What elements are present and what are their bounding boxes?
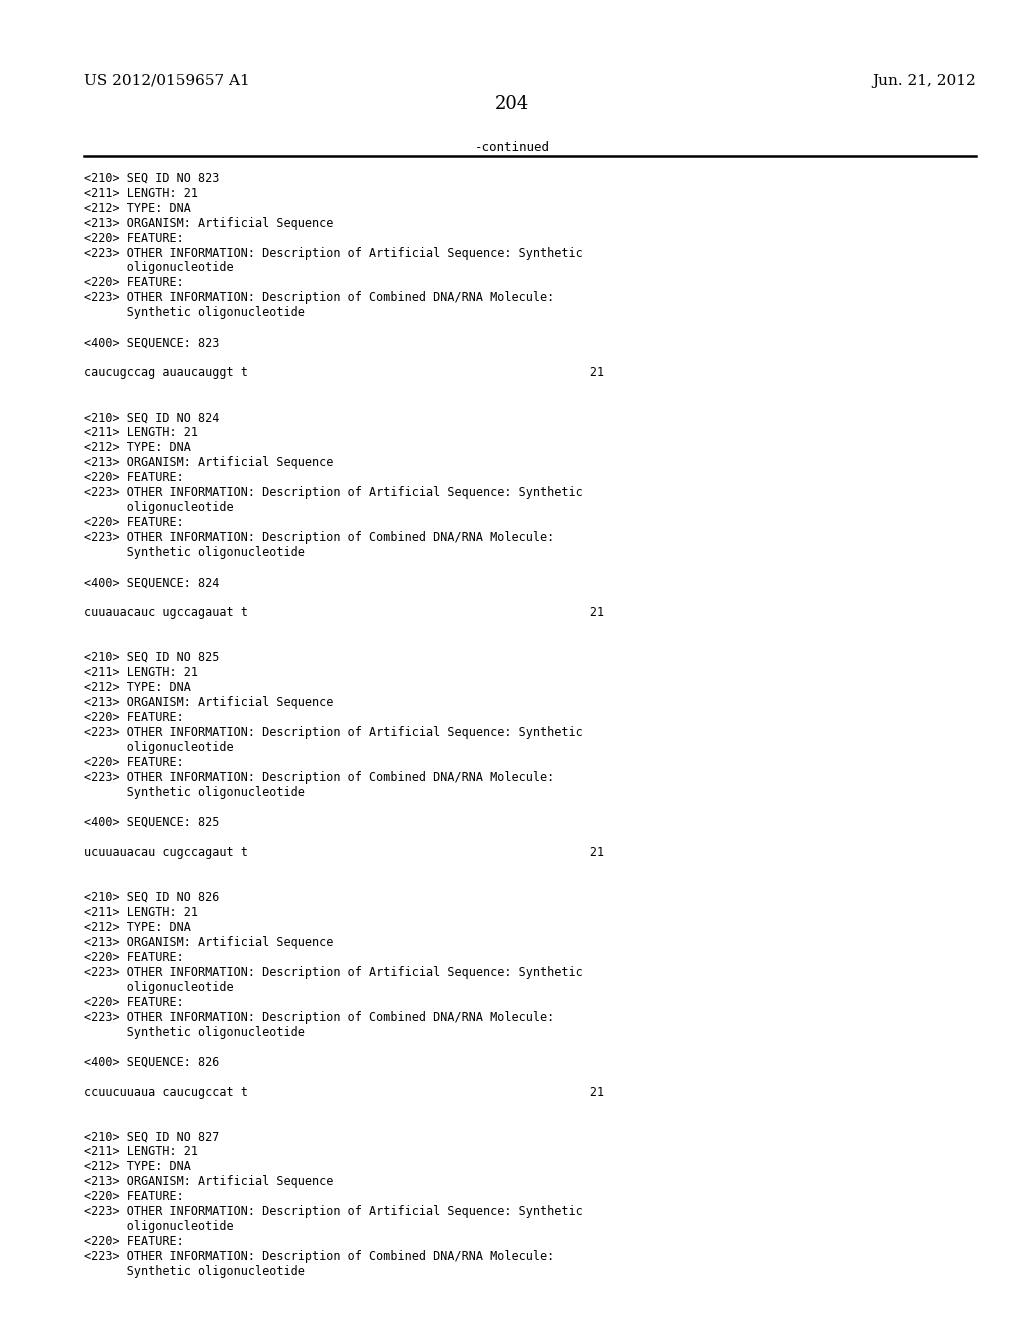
Text: Synthetic oligonucleotide: Synthetic oligonucleotide — [84, 306, 305, 319]
Text: <212> TYPE: DNA: <212> TYPE: DNA — [84, 441, 190, 454]
Text: <213> ORGANISM: Artificial Sequence: <213> ORGANISM: Artificial Sequence — [84, 457, 334, 469]
Text: oligonucleotide: oligonucleotide — [84, 981, 233, 994]
Text: ccuucuuaua caucugccat t                                                21: ccuucuuaua caucugccat t 21 — [84, 1085, 604, 1098]
Text: <220> FEATURE:: <220> FEATURE: — [84, 231, 183, 244]
Text: Synthetic oligonucleotide: Synthetic oligonucleotide — [84, 546, 305, 560]
Text: <220> FEATURE:: <220> FEATURE: — [84, 1191, 183, 1204]
Text: <211> LENGTH: 21: <211> LENGTH: 21 — [84, 667, 198, 678]
Text: <210> SEQ ID NO 827: <210> SEQ ID NO 827 — [84, 1130, 219, 1143]
Text: <220> FEATURE:: <220> FEATURE: — [84, 1236, 183, 1249]
Text: <223> OTHER INFORMATION: Description of Artificial Sequence: Synthetic: <223> OTHER INFORMATION: Description of … — [84, 486, 583, 499]
Text: <212> TYPE: DNA: <212> TYPE: DNA — [84, 921, 190, 933]
Text: <220> FEATURE:: <220> FEATURE: — [84, 471, 183, 484]
Text: <223> OTHER INFORMATION: Description of Artificial Sequence: Synthetic: <223> OTHER INFORMATION: Description of … — [84, 966, 583, 978]
Text: Jun. 21, 2012: Jun. 21, 2012 — [872, 74, 976, 88]
Text: <213> ORGANISM: Artificial Sequence: <213> ORGANISM: Artificial Sequence — [84, 216, 334, 230]
Text: oligonucleotide: oligonucleotide — [84, 502, 233, 515]
Text: oligonucleotide: oligonucleotide — [84, 1221, 233, 1233]
Text: <220> FEATURE:: <220> FEATURE: — [84, 276, 183, 289]
Text: Synthetic oligonucleotide: Synthetic oligonucleotide — [84, 1266, 305, 1278]
Text: ucuuauacau cugccagaut t                                                21: ucuuauacau cugccagaut t 21 — [84, 846, 604, 859]
Text: <211> LENGTH: 21: <211> LENGTH: 21 — [84, 426, 198, 440]
Text: <400> SEQUENCE: 826: <400> SEQUENCE: 826 — [84, 1056, 219, 1068]
Text: <223> OTHER INFORMATION: Description of Artificial Sequence: Synthetic: <223> OTHER INFORMATION: Description of … — [84, 247, 583, 260]
Text: <210> SEQ ID NO 826: <210> SEQ ID NO 826 — [84, 891, 219, 904]
Text: <212> TYPE: DNA: <212> TYPE: DNA — [84, 681, 190, 694]
Text: 204: 204 — [495, 95, 529, 114]
Text: oligonucleotide: oligonucleotide — [84, 261, 233, 275]
Text: <210> SEQ ID NO 823: <210> SEQ ID NO 823 — [84, 172, 219, 185]
Text: <211> LENGTH: 21: <211> LENGTH: 21 — [84, 186, 198, 199]
Text: cuuauacauc ugccagauat t                                                21: cuuauacauc ugccagauat t 21 — [84, 606, 604, 619]
Text: <220> FEATURE:: <220> FEATURE: — [84, 711, 183, 723]
Text: <223> OTHER INFORMATION: Description of Combined DNA/RNA Molecule:: <223> OTHER INFORMATION: Description of … — [84, 1250, 554, 1263]
Text: <223> OTHER INFORMATION: Description of Combined DNA/RNA Molecule:: <223> OTHER INFORMATION: Description of … — [84, 771, 554, 784]
Text: <223> OTHER INFORMATION: Description of Artificial Sequence: Synthetic: <223> OTHER INFORMATION: Description of … — [84, 1205, 583, 1218]
Text: oligonucleotide: oligonucleotide — [84, 741, 233, 754]
Text: <220> FEATURE:: <220> FEATURE: — [84, 516, 183, 529]
Text: <220> FEATURE:: <220> FEATURE: — [84, 950, 183, 964]
Text: Synthetic oligonucleotide: Synthetic oligonucleotide — [84, 785, 305, 799]
Text: <400> SEQUENCE: 825: <400> SEQUENCE: 825 — [84, 816, 219, 829]
Text: <223> OTHER INFORMATION: Description of Combined DNA/RNA Molecule:: <223> OTHER INFORMATION: Description of … — [84, 531, 554, 544]
Text: <213> ORGANISM: Artificial Sequence: <213> ORGANISM: Artificial Sequence — [84, 696, 334, 709]
Text: <210> SEQ ID NO 825: <210> SEQ ID NO 825 — [84, 651, 219, 664]
Text: <211> LENGTH: 21: <211> LENGTH: 21 — [84, 1146, 198, 1159]
Text: <223> OTHER INFORMATION: Description of Artificial Sequence: Synthetic: <223> OTHER INFORMATION: Description of … — [84, 726, 583, 739]
Text: <213> ORGANISM: Artificial Sequence: <213> ORGANISM: Artificial Sequence — [84, 1175, 334, 1188]
Text: US 2012/0159657 A1: US 2012/0159657 A1 — [84, 74, 250, 88]
Text: <220> FEATURE:: <220> FEATURE: — [84, 756, 183, 768]
Text: <212> TYPE: DNA: <212> TYPE: DNA — [84, 202, 190, 215]
Text: <400> SEQUENCE: 823: <400> SEQUENCE: 823 — [84, 337, 219, 350]
Text: <212> TYPE: DNA: <212> TYPE: DNA — [84, 1160, 190, 1173]
Text: <213> ORGANISM: Artificial Sequence: <213> ORGANISM: Artificial Sequence — [84, 936, 334, 949]
Text: <223> OTHER INFORMATION: Description of Combined DNA/RNA Molecule:: <223> OTHER INFORMATION: Description of … — [84, 1011, 554, 1023]
Text: caucugccag auaucauggt t                                                21: caucugccag auaucauggt t 21 — [84, 367, 604, 379]
Text: <223> OTHER INFORMATION: Description of Combined DNA/RNA Molecule:: <223> OTHER INFORMATION: Description of … — [84, 292, 554, 305]
Text: <210> SEQ ID NO 824: <210> SEQ ID NO 824 — [84, 412, 219, 424]
Text: <211> LENGTH: 21: <211> LENGTH: 21 — [84, 906, 198, 919]
Text: <220> FEATURE:: <220> FEATURE: — [84, 995, 183, 1008]
Text: Synthetic oligonucleotide: Synthetic oligonucleotide — [84, 1026, 305, 1039]
Text: <400> SEQUENCE: 824: <400> SEQUENCE: 824 — [84, 576, 219, 589]
Text: -continued: -continued — [474, 141, 550, 154]
